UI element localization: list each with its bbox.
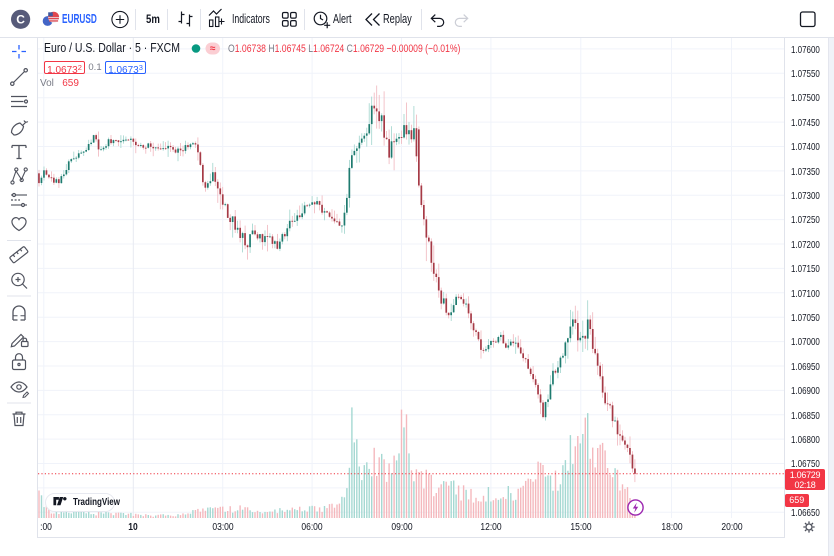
svg-text:≈: ≈ (210, 44, 216, 55)
svg-text:C: C (16, 13, 25, 27)
